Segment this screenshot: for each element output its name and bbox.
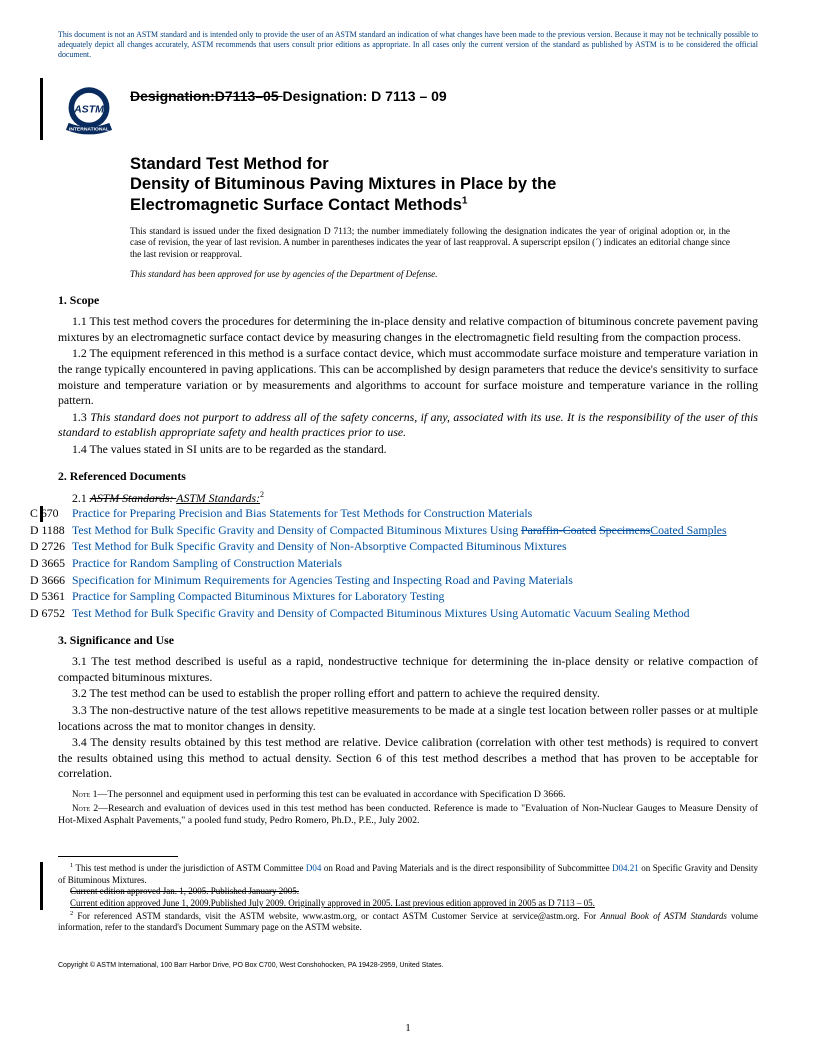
svg-text:ASTM: ASTM [73,103,104,115]
title-block: Standard Test Method for Density of Bitu… [130,154,758,216]
ref-d3665-link[interactable]: Practice for Random Sampling of Construc… [72,556,342,570]
page-number: 1 [0,1022,816,1034]
ref-c670-bar: C 670 Practice for Preparing Precision a… [40,506,758,522]
para-1-2: 1.2 The equipment referenced in this met… [58,346,758,408]
refs-subheading: 2.1 ASTM Standards: ASTM Standards:2 [58,490,758,506]
ref-d6752-link[interactable]: Test Method for Bulk Specific Gravity an… [72,606,690,620]
fn1-link-d04[interactable]: D04 [306,863,322,873]
copyright: Copyright © ASTM International, 100 Barr… [58,962,758,969]
fn1-link-d0421[interactable]: D04.21 [612,863,639,873]
ref-d3665: D 3665 Practice for Random Sampling of C… [58,556,758,572]
issuance-note: This standard is issued under the fixed … [130,226,758,262]
note-2: Note 2—Research and evaluation of device… [58,803,758,828]
footnote-rule [58,856,178,857]
ref-d1188: D 1188 Test Method for Bulk Specific Gra… [58,523,758,539]
svg-text:INTERNATIONAL: INTERNATIONAL [69,126,109,132]
ref-d6752: D 6752 Test Method for Bulk Specific Gra… [58,606,758,622]
para-3-4: 3.4 The density results obtained by this… [58,735,758,782]
designation: Designation:D7113–05 Designation: D 7113… [130,78,447,104]
para-1-3: 1.3 This standard does not purport to ad… [58,410,758,441]
header-change-bar: ASTM INTERNATIONAL Designation:D7113–05 … [40,78,758,140]
ref-d5361: D 5361 Practice for Sampling Compacted B… [58,589,758,605]
sig-heading: 3. Significance and Use [58,633,758,648]
para-3-3: 3.3 The non-destructive nature of the te… [58,703,758,734]
note-1: Note 1—The personnel and equipment used … [58,789,758,802]
ref-d5361-link[interactable]: Practice for Sampling Compacted Bitumino… [72,589,444,603]
designation-old: Designation:D7113–05 [130,88,283,104]
footnote-1-ul: Current edition approved June 1, 2009.Pu… [58,898,758,910]
para-3-2: 3.2 The test method can be used to estab… [58,686,758,702]
ref-c670: C 670 Practice for Preparing Precision a… [58,506,758,522]
ref-d1188-link[interactable]: Test Method for Bulk Specific Gravity an… [72,523,727,537]
title-line-1: Standard Test Method for [130,154,758,175]
ref-c670-link[interactable]: Practice for Preparing Precision and Bia… [72,506,532,520]
para-1-4: 1.4 The values stated in SI units are to… [58,442,758,458]
ref-d3666: D 3666 Specification for Minimum Require… [58,573,758,589]
ref-d3666-link[interactable]: Specification for Minimum Requirements f… [72,573,573,587]
footnote-1-bar: 1 This test method is under the jurisdic… [40,862,758,910]
footnote-1: 1 This test method is under the jurisdic… [58,862,758,886]
dod-approval: This standard has been approved for use … [130,269,758,279]
ref-d2726-link[interactable]: Test Method for Bulk Specific Gravity an… [72,539,567,553]
header-row: ASTM INTERNATIONAL Designation:D7113–05 … [58,78,758,140]
footnote-1-strike: Current edition approved Jan. 1, 2005. P… [58,886,758,898]
scope-heading: 1. Scope [58,293,758,308]
para-3-1: 3.1 The test method described is useful … [58,654,758,685]
astm-logo: ASTM INTERNATIONAL [58,78,120,140]
para-1-1: 1.1 This test method covers the procedur… [58,314,758,345]
top-disclaimer: This document is not an ASTM standard an… [58,30,758,60]
designation-new: Designation: D 7113 – 09 [283,88,447,104]
title-line-2: Density of Bituminous Paving Mixtures in… [130,174,758,195]
title-line-3: Electromagnetic Surface Contact Methods1 [130,195,758,216]
ref-d2726: D 2726 Test Method for Bulk Specific Gra… [58,539,758,555]
footnote-2: 2 For referenced ASTM standards, visit t… [58,910,758,934]
refs-heading: 2. Referenced Documents [58,469,758,484]
